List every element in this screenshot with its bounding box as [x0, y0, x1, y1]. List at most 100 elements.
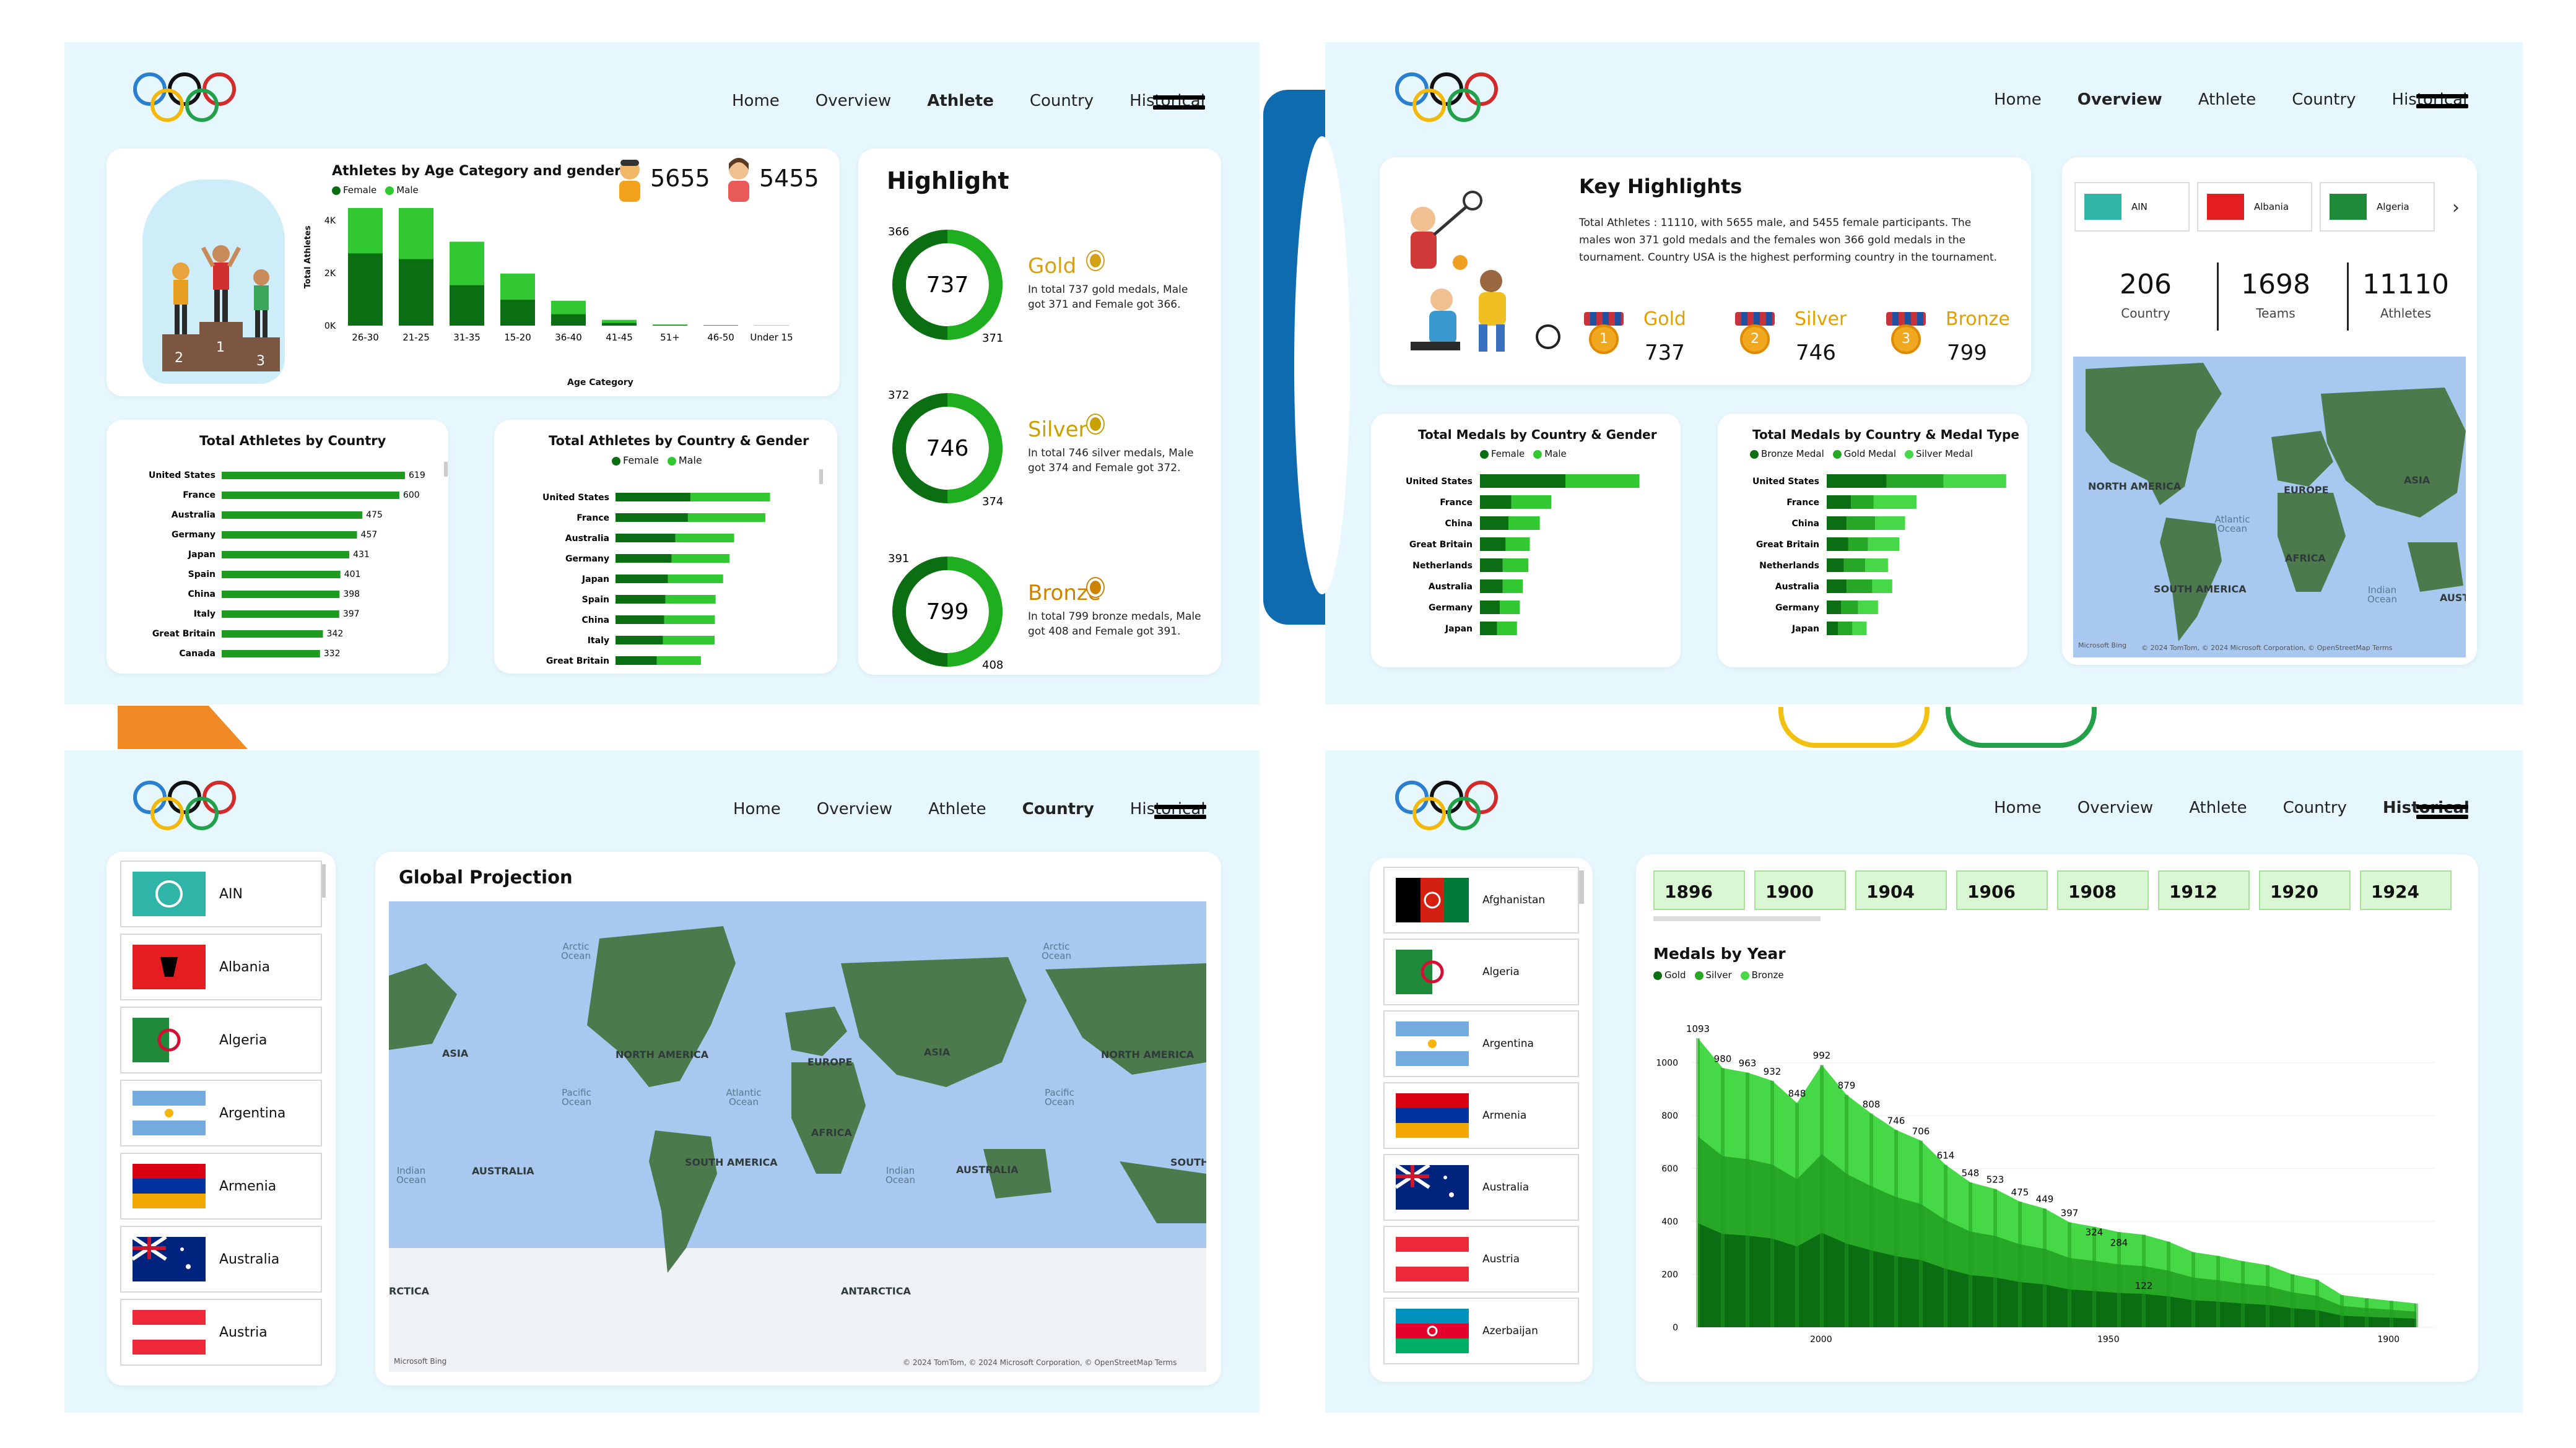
chevron-right-icon[interactable]: ›: [2452, 197, 2460, 219]
flag-tile[interactable]: Albania: [2197, 182, 2312, 232]
map-label: AFRICA: [2285, 552, 2326, 564]
medal-ribbon-icon: [1886, 312, 1926, 326]
cg_male-bar: [1511, 495, 1551, 509]
country-list-item[interactable]: Australia: [120, 1226, 322, 1293]
nav-home[interactable]: Home: [1994, 90, 2042, 109]
country-list-item[interactable]: Argentina: [1383, 1010, 1579, 1077]
y-tick-label: 800: [1661, 1111, 1678, 1121]
country-label: Netherlands: [1412, 561, 1473, 571]
country-list-item[interactable]: Algeria: [120, 1007, 322, 1073]
hamburger-menu-icon[interactable]: [2416, 94, 2468, 114]
scrollbar[interactable]: [444, 462, 448, 477]
country-list-item[interactable]: Austria: [120, 1299, 322, 1366]
flag-tile[interactable]: Algeria: [2320, 182, 2435, 232]
male-bar: [690, 493, 770, 501]
country-list-item[interactable]: Azerbaijan: [1383, 1298, 1579, 1364]
map-label: AFRICA: [811, 1127, 852, 1138]
medal-ribbon-icon: [1584, 312, 1624, 326]
country-list-item[interactable]: Albania: [120, 934, 322, 1000]
year-button[interactable]: 1896: [1653, 870, 1745, 910]
cg_female-bar: [1480, 516, 1508, 530]
year-spike: [1993, 1189, 1997, 1327]
global-map[interactable]: ASIA NORTH AMERICA EUROPE ASIA NORTH AME…: [389, 901, 1206, 1372]
country-label: Germany: [565, 554, 609, 564]
medal-text: In total 746 silver medals, Male: [1028, 447, 1194, 459]
year-spike: [1894, 1130, 1898, 1327]
year-button[interactable]: 1924: [2360, 870, 2452, 910]
medal-label: Gold: [1643, 308, 1686, 330]
country-bar: [222, 610, 339, 618]
mt_bronze-bar: [1827, 600, 1841, 614]
nav-overview[interactable]: Overview: [2077, 799, 2154, 817]
nav-overview[interactable]: Overview: [816, 800, 893, 818]
ocean-label: Pacific Ocean: [1045, 1087, 1074, 1108]
country-list-item[interactable]: Armenia: [120, 1153, 322, 1220]
legend-female-label: Female: [623, 454, 659, 466]
country-bar: [222, 650, 320, 657]
country-label: China: [188, 589, 215, 599]
flag-tile[interactable]: AIN: [2074, 182, 2190, 232]
nav-country[interactable]: Country: [1029, 92, 1094, 110]
cg_male-bar: [1502, 579, 1523, 593]
hamburger-menu-icon[interactable]: [2416, 805, 2468, 825]
country-label: France: [183, 490, 215, 500]
year-spike: [1770, 1080, 1774, 1327]
mt_gold-bar: [1851, 495, 1874, 509]
year-spike: [2365, 1298, 2369, 1327]
country-list-item[interactable]: Australia: [1383, 1154, 1579, 1221]
flag-icon: [1396, 950, 1469, 994]
highlight-card: Highlight 737 366 371 Gold In total 737 gold…: [858, 149, 1221, 675]
year-button[interactable]: 1912: [2158, 870, 2250, 910]
legend-male-label: Male: [678, 454, 702, 466]
country-list-item[interactable]: AIN: [120, 861, 322, 927]
nav-home[interactable]: Home: [1994, 799, 2042, 817]
year-button[interactable]: 1920: [2259, 870, 2351, 910]
x-tick-label: Under 15: [750, 332, 793, 343]
country-list-item[interactable]: Afghanistan: [1383, 867, 1579, 934]
scrollbar[interactable]: [1579, 870, 1584, 904]
ocean-label: Atlantic Ocean: [2214, 514, 2250, 534]
data-label: 932: [1764, 1066, 1782, 1077]
nav-country[interactable]: Country: [2282, 799, 2347, 817]
country-label: Australia: [1429, 582, 1473, 592]
year-spike: [2216, 1255, 2220, 1327]
medals-gender-title: Total Medals by Country & Gender: [1418, 427, 1657, 442]
country-list-item[interactable]: Austria: [1383, 1226, 1579, 1293]
country-screen: Home Overview Athlete Country Historical…: [64, 750, 1260, 1413]
year-button[interactable]: 1906: [1956, 870, 2048, 910]
year-button[interactable]: 1908: [2057, 870, 2149, 910]
scrollbar[interactable]: [819, 469, 823, 484]
age-bar-female: [348, 253, 383, 326]
nav-country[interactable]: Country: [1022, 800, 1094, 818]
legend-bronze-label: Bronze: [1751, 969, 1784, 981]
nav-overview[interactable]: Overview: [2077, 90, 2162, 109]
country-list-item[interactable]: Algeria: [1383, 939, 1579, 1005]
continent-shapes: [2086, 363, 2466, 641]
country-value: 431: [353, 550, 370, 560]
legend-male: Male: [385, 184, 419, 196]
nav-home[interactable]: Home: [733, 800, 781, 818]
nav-country[interactable]: Country: [2292, 90, 2356, 109]
mt_bronze-bar: [1827, 495, 1852, 509]
x-tick-label: 46-50: [707, 332, 734, 343]
nav-overview[interactable]: Overview: [815, 92, 892, 110]
nav-athlete[interactable]: Athlete: [928, 800, 986, 818]
world-map[interactable]: NORTH AMERICA EUROPE ASIA AFRICA SOUTH A…: [2073, 357, 2466, 657]
scrollbar[interactable]: [321, 864, 326, 898]
slicer-scrollbar[interactable]: [1653, 916, 1821, 921]
country-name: Afghanistan: [1482, 894, 1546, 906]
year-button[interactable]: 1904: [1855, 870, 1947, 910]
nav-athlete[interactable]: Athlete: [2198, 90, 2256, 109]
hamburger-menu-icon[interactable]: [1154, 805, 1206, 825]
age-bar-male: [500, 273, 535, 300]
year-button[interactable]: 1900: [1754, 870, 1846, 910]
hamburger-menu-icon[interactable]: [1153, 95, 1205, 115]
country-list-item[interactable]: Argentina: [120, 1080, 322, 1147]
medal-text: got 371 and Female got 366.: [1028, 298, 1181, 311]
nav-athlete[interactable]: Athlete: [2189, 799, 2247, 817]
nav-home[interactable]: Home: [732, 92, 780, 110]
nav-athlete[interactable]: Athlete: [927, 92, 994, 110]
country-list-item[interactable]: Armenia: [1383, 1082, 1579, 1149]
mt_bronze-bar: [1827, 579, 1847, 593]
legend-male: Male: [1533, 448, 1567, 459]
